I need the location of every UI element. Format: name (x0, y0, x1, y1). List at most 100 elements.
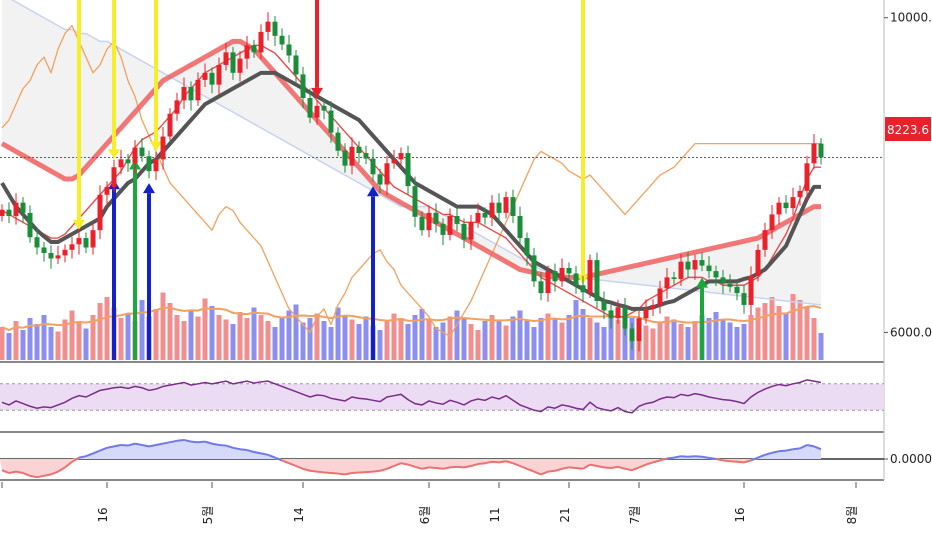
macd-line-segment (29, 474, 38, 479)
volume-bar (615, 319, 621, 360)
candle-body (258, 31, 264, 53)
macd-line-segment (148, 444, 157, 448)
candle-body (804, 163, 810, 191)
macd-line-segment (778, 449, 787, 453)
candle-body (223, 52, 229, 65)
candle-body (384, 163, 390, 185)
candle-body (601, 300, 607, 311)
volume-bar (27, 318, 33, 360)
volume-bar (489, 315, 495, 360)
macd-line-segment (736, 460, 745, 464)
candle-body (538, 281, 544, 294)
macd-line-segment (680, 455, 689, 458)
candle-body (615, 307, 621, 319)
volume-bar (209, 306, 215, 360)
volume-bar (195, 316, 201, 360)
candle-body (237, 58, 243, 73)
macd-line-segment (393, 462, 402, 467)
macd-line-segment (127, 442, 136, 447)
macd-line-segment (379, 467, 388, 472)
signal-arrow-head (73, 220, 85, 231)
candle-body (307, 97, 313, 118)
volume-bar (0, 327, 5, 360)
macd-line-segment (792, 447, 801, 451)
volume-bar (650, 328, 656, 360)
volume-bar (678, 324, 684, 360)
macd-line-segment (330, 472, 339, 475)
candle-body (118, 159, 124, 168)
macd-line-segment (708, 456, 717, 460)
volume-bar (363, 316, 369, 360)
macd-line-segment (575, 466, 584, 470)
signal-arrow-head (108, 149, 120, 160)
signal-arrow-shaft (133, 169, 137, 360)
time-tick-label: 5월 (201, 506, 215, 525)
time-tick-label: 16 (96, 507, 110, 522)
candle-body (489, 202, 495, 218)
candle-body (398, 153, 404, 160)
candle-body (321, 105, 327, 111)
macd-line-segment (687, 455, 696, 458)
macd-line-segment (428, 466, 437, 469)
candle-body (405, 153, 411, 187)
macd-line-segment (85, 452, 94, 458)
volume-bar (272, 327, 278, 360)
candle-body (363, 153, 369, 159)
volume-bar (503, 325, 509, 360)
volume-bar (398, 318, 404, 360)
volume-bar (580, 309, 586, 360)
candle-body (776, 202, 782, 215)
macd-line-segment (365, 470, 374, 474)
price-tick-label: 10000.0 (890, 11, 932, 25)
volume-bar (573, 300, 579, 360)
candle-body (818, 143, 824, 158)
candle-body (76, 238, 82, 245)
macd-line-segment (659, 457, 668, 462)
volume-bar (510, 316, 516, 360)
macd-line-segment (267, 453, 276, 459)
volume-bar (790, 294, 796, 360)
volume-bar (692, 321, 698, 360)
macd-line-segment (610, 465, 619, 469)
volume-bar (776, 306, 782, 360)
volume-bar (657, 322, 663, 360)
macd-line-segment (225, 444, 234, 449)
candle-body (342, 150, 348, 166)
candle-body (426, 212, 432, 231)
macd-line-segment (526, 467, 535, 473)
macd-line-segment (743, 459, 752, 464)
macd-line-segment (246, 449, 255, 453)
candle-body (349, 146, 355, 166)
macd-line-segment (813, 445, 822, 451)
volume-bar (734, 327, 740, 360)
ichimoku-cloud (2, 0, 821, 305)
signal-arrow-head (143, 183, 155, 194)
volume-bar (741, 324, 747, 360)
candle-body (636, 318, 642, 342)
macd-line-segment (323, 471, 332, 474)
candle-body (629, 328, 635, 342)
candle-body (678, 261, 684, 279)
candle-body (111, 167, 117, 187)
volume-bar (188, 310, 194, 360)
volume-bar (356, 324, 362, 360)
volume-bar (216, 315, 222, 360)
candle-body (202, 72, 208, 80)
macd-line-segment (407, 463, 416, 468)
volume-bar (804, 307, 810, 360)
macd-line-segment (512, 462, 521, 467)
macd-line-segment (113, 444, 122, 448)
volume-bar (748, 315, 754, 360)
volume-bar (34, 324, 40, 360)
candle-body (69, 244, 75, 250)
candle-body (524, 238, 530, 256)
macd-line-segment (421, 466, 430, 470)
signal-arrow-shaft (112, 189, 116, 360)
macd-line-segment (204, 440, 213, 445)
candle-body (286, 44, 292, 56)
candle-body (552, 271, 558, 282)
volume-bar (125, 313, 131, 360)
candle-body (328, 110, 334, 133)
time-tick-label: 11 (488, 507, 502, 522)
base-line (0, 70, 821, 311)
